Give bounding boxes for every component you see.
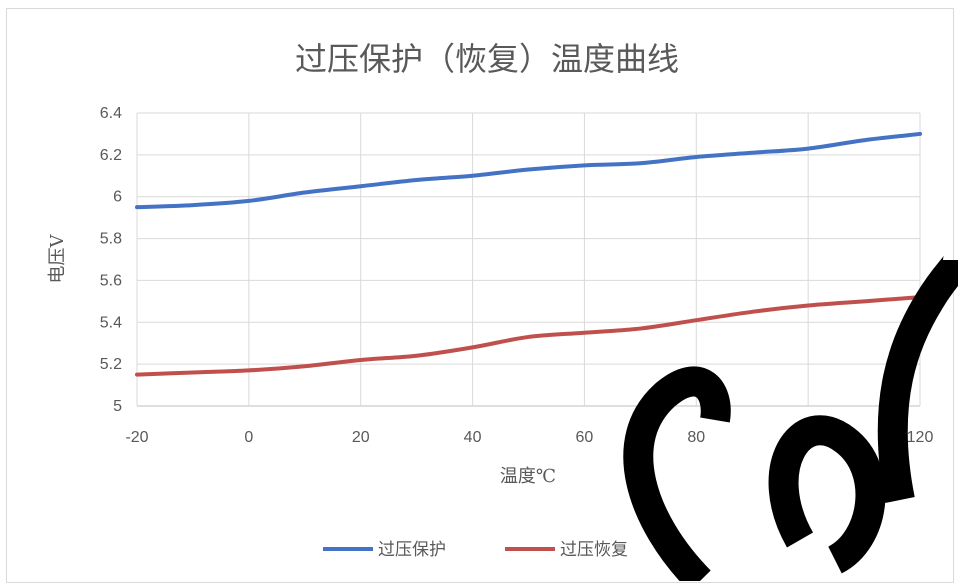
- series-line-1: [135, 131, 922, 210]
- series-line-2: [135, 295, 922, 377]
- y-tick-labels: 5 5.2 5.4 5.6 5.8 6 6.2 6.4: [100, 105, 122, 415]
- x-tick-label: 60: [576, 429, 594, 446]
- y-tick-label: 5.4: [100, 314, 122, 331]
- y-tick-label: 6.4: [100, 105, 122, 122]
- legend-label-1: 过压保护: [378, 540, 446, 560]
- watermark: [623, 254, 958, 581]
- y-tick-label: 5.8: [100, 231, 122, 248]
- y-tick-label: 5.6: [100, 272, 122, 289]
- y-tick-label: 5: [113, 398, 122, 415]
- gridlines: [136, 112, 921, 407]
- y-tick-label: 6: [113, 189, 122, 206]
- x-tick-label: -20: [125, 429, 148, 446]
- x-tick-label: 120: [907, 429, 934, 446]
- chart-title: 过压保护（恢复）温度曲线: [295, 40, 679, 78]
- x-tick-label: 20: [352, 429, 370, 446]
- y-axis-label: 电压V: [47, 234, 68, 284]
- y-tick-label: 6.2: [100, 147, 122, 164]
- legend-label-2: 过压恢复: [560, 540, 628, 560]
- x-tick-label: 80: [687, 429, 705, 446]
- x-axis-label: 温度℃: [500, 466, 556, 487]
- x-tick-label: 0: [244, 429, 253, 446]
- series-lines: [135, 131, 922, 377]
- y-tick-label: 5.2: [100, 356, 122, 373]
- x-tick-label: 40: [464, 429, 482, 446]
- legend: 过压保护 过压恢复: [323, 540, 628, 560]
